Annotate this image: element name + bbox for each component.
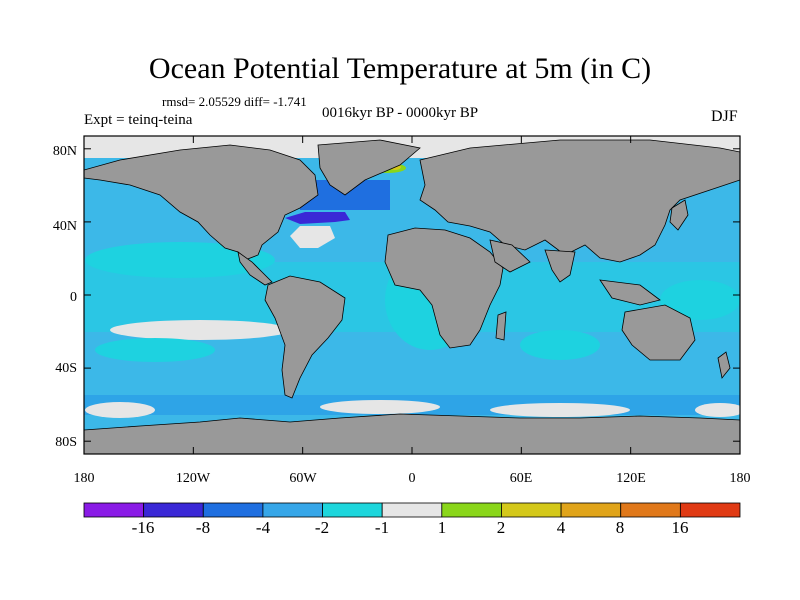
time-period-label: 0016kyr BP - 0000kyr BP bbox=[322, 105, 479, 121]
colorbar-label: 2 bbox=[497, 518, 506, 537]
colorbar-label: -8 bbox=[196, 518, 210, 537]
lon-tick-label: 60E bbox=[510, 471, 533, 486]
north-america-landmass bbox=[84, 144, 319, 261]
arabia-landmass bbox=[489, 239, 531, 273]
colorbar-boxes bbox=[83, 502, 741, 518]
season-label: DJF bbox=[711, 108, 738, 125]
antarctica-landmass bbox=[84, 413, 740, 454]
japan-landmass bbox=[669, 199, 689, 231]
sea-ice-patch-1 bbox=[85, 402, 155, 418]
lat-tick-label: 80N bbox=[53, 144, 77, 159]
colorbar-label: -16 bbox=[132, 518, 155, 537]
latitude-axis: 80N 40N 0 40S 80S bbox=[53, 144, 77, 450]
anomaly-patch-indian-ocean bbox=[520, 330, 600, 360]
anomaly-patch-west-pacific bbox=[660, 280, 740, 320]
colorbar-box bbox=[501, 502, 562, 518]
lat-tick-label: 0 bbox=[70, 290, 77, 305]
australia-landmass bbox=[621, 304, 696, 361]
colorbar-label: -4 bbox=[256, 518, 271, 537]
lon-tick-label: 120W bbox=[176, 471, 211, 486]
anomaly-patch-south-pacific bbox=[110, 320, 290, 340]
anomaly-patch-north-pacific bbox=[85, 242, 275, 278]
colorbar-box bbox=[83, 502, 145, 518]
lon-tick-label: 180 bbox=[74, 471, 95, 486]
colorbar-box bbox=[381, 502, 443, 518]
anomaly-patch-gulf-stream bbox=[285, 212, 350, 224]
rmsd-diff-stats: rmsd= 2.05529 diff= -1.741 bbox=[162, 94, 307, 109]
colorbar-label: 8 bbox=[616, 518, 625, 537]
colorbar-label: 1 bbox=[438, 518, 447, 537]
africa-landmass bbox=[384, 227, 504, 349]
colorbar-box bbox=[441, 502, 502, 518]
anomaly-patch-sargasso bbox=[290, 226, 335, 248]
experiment-label: Expt = teinq-teina bbox=[84, 112, 193, 128]
south-america-landmass bbox=[264, 275, 346, 399]
colorbar-box bbox=[143, 502, 204, 518]
new-zealand-landmass bbox=[717, 351, 731, 379]
anomaly-patch-se-pacific bbox=[95, 338, 215, 362]
colorbar-label: -2 bbox=[315, 518, 329, 537]
central-america-landmass bbox=[237, 251, 273, 286]
greenland-landmass bbox=[317, 139, 421, 196]
lat-tick-label: 40N bbox=[53, 219, 77, 234]
lon-tick-label: 0 bbox=[409, 471, 416, 486]
colorbar-label: 4 bbox=[557, 518, 566, 537]
longitude-axis: 180 120W 60W 0 60E 120E 180 bbox=[74, 471, 751, 486]
india-landmass bbox=[544, 249, 576, 283]
colorbar-box bbox=[202, 502, 264, 518]
colorbar-label: -1 bbox=[375, 518, 389, 537]
eurasia-landmass bbox=[419, 139, 740, 263]
lat-tick-label: 80S bbox=[55, 435, 77, 450]
colorbar: -16 -8 -4 -2 -1 1 2 4 8 16 bbox=[83, 502, 741, 537]
sea-ice-patch-3 bbox=[490, 403, 630, 417]
land-masses bbox=[84, 139, 740, 454]
sea-ice-patch-4 bbox=[695, 403, 740, 417]
colorbar-label: 16 bbox=[672, 518, 689, 537]
map-plot-area bbox=[84, 136, 740, 454]
southeast-asia-islands bbox=[599, 279, 661, 306]
colorbar-box bbox=[322, 502, 383, 518]
colorbar-box bbox=[560, 502, 622, 518]
sea-ice-patch-2 bbox=[320, 400, 440, 414]
lon-tick-label: 120E bbox=[616, 471, 646, 486]
lon-tick-label: 60W bbox=[289, 471, 317, 486]
colorbar-box bbox=[679, 502, 741, 518]
lon-tick-label: 180 bbox=[730, 471, 751, 486]
lat-tick-label: 40S bbox=[55, 361, 77, 376]
axis-tick-marks bbox=[83, 136, 741, 454]
map-title: Ocean Potential Temperature at 5m (in C) bbox=[148, 52, 652, 85]
colorbar-box bbox=[620, 502, 681, 518]
madagascar-landmass bbox=[495, 311, 507, 341]
colorbar-box bbox=[262, 502, 323, 518]
